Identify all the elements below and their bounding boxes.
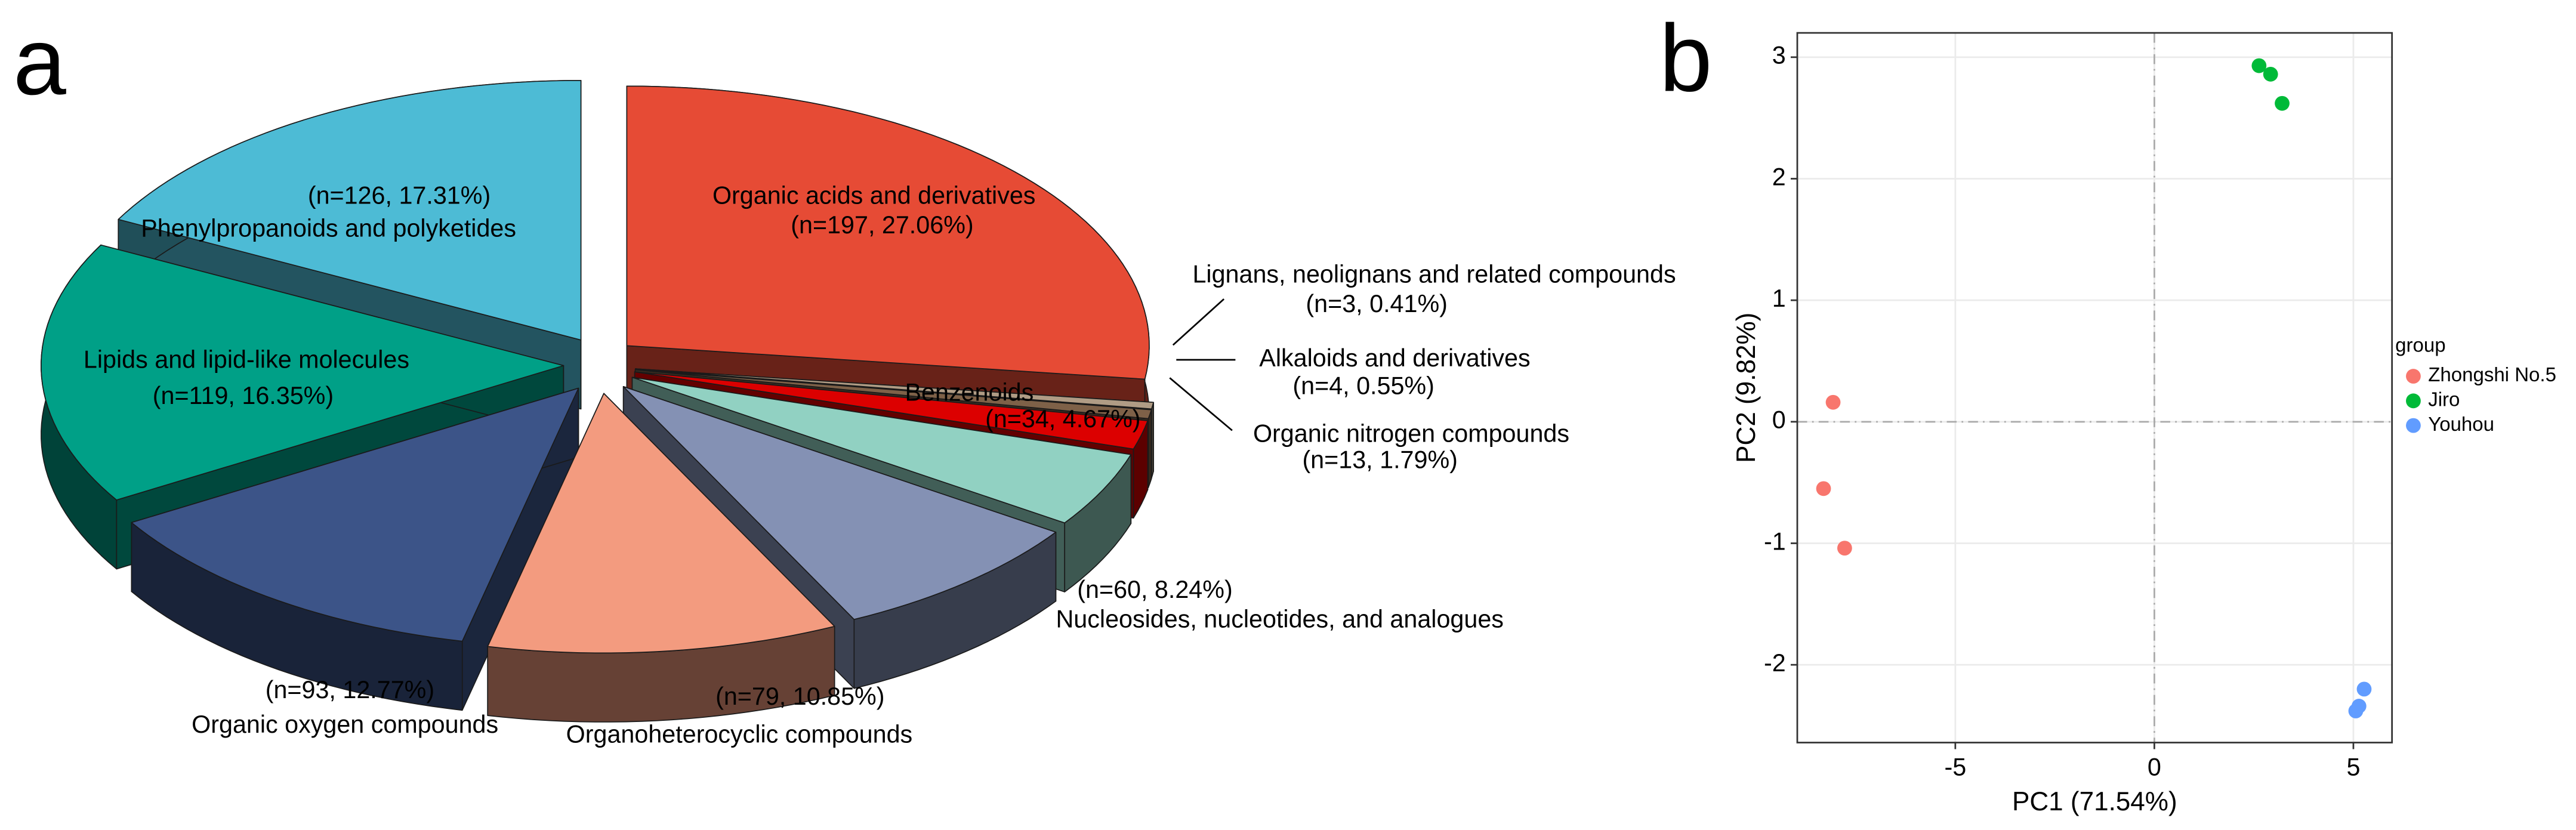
- slice-label: Organic oxygen compounds: [192, 711, 498, 738]
- y-axis-title: PC2 (9.82%): [1732, 313, 1761, 463]
- legend-label: Zhongshi No.5: [2428, 363, 2556, 385]
- panel-label: b: [1659, 4, 1713, 111]
- slice-label: Alkaloids and derivatives: [1259, 344, 1530, 372]
- slice: [631, 377, 1132, 524]
- point: [2356, 681, 2372, 697]
- legend-label: Jiro: [2428, 388, 2460, 411]
- slice-value-label: (n=34, 4.67%): [985, 405, 1140, 433]
- slice-label: Organoheterocyclic compounds: [566, 720, 913, 748]
- x-tick-label: 5: [2346, 753, 2360, 780]
- pie: [41, 79, 1154, 723]
- slice-label: Benzenoids: [905, 379, 1034, 406]
- slice-label: Organic acids and derivatives: [712, 181, 1036, 209]
- slice: [635, 368, 1154, 410]
- slice: [626, 85, 1150, 380]
- slice: [118, 79, 582, 341]
- legend-swatch: [2406, 418, 2421, 433]
- point: [2348, 704, 2364, 718]
- slice-value-label: (n=79, 10.85%): [715, 683, 884, 710]
- slice-value-label: (n=119, 16.35%): [153, 382, 334, 409]
- slice-value-label: (n=126, 17.31%): [308, 181, 490, 209]
- slice: [622, 385, 1057, 620]
- slice-value-label: (n=13, 1.79%): [1302, 446, 1457, 474]
- slice: [634, 371, 1149, 450]
- legend-title: group: [2395, 334, 2445, 356]
- point: [1837, 541, 1852, 556]
- y-tick-label: 2: [1772, 163, 1786, 190]
- y-tick-label: 1: [1772, 285, 1786, 312]
- point: [1825, 394, 1841, 410]
- leader-line: [1169, 377, 1233, 431]
- y-tick-label: 0: [1772, 406, 1786, 434]
- point: [2275, 95, 2290, 111]
- point: [2263, 66, 2278, 82]
- slice: [41, 244, 564, 501]
- slice: [487, 393, 835, 654]
- slice-side: [1147, 409, 1152, 489]
- y-tick-label: -1: [1764, 527, 1786, 555]
- slice-label: Lignans, neolignans and related compound…: [1192, 260, 1676, 288]
- plot-border: [1796, 32, 2393, 743]
- slice-label: Nucleosides, nucleotides, and analogues: [1056, 606, 1503, 633]
- legend-swatch: [2406, 393, 2421, 409]
- legend-swatch: [2406, 369, 2421, 384]
- x-tick-label: 0: [2148, 753, 2161, 780]
- x-axis-title: PC1 (71.54%): [2012, 787, 2177, 816]
- slice-label: Lipids and lipid-like molecules: [84, 346, 409, 374]
- slice-value-label: (n=4, 0.55%): [1292, 372, 1434, 400]
- legend-label: Youhou: [2428, 413, 2494, 435]
- slice: [131, 387, 579, 642]
- point: [1816, 481, 1831, 496]
- leader-lines: [1169, 298, 1236, 431]
- leader-line: [1172, 298, 1225, 346]
- plot-background: [1797, 33, 2392, 743]
- panel-label: a: [13, 8, 66, 115]
- slice-value-label: (n=3, 0.41%): [1306, 290, 1448, 317]
- slice-value-label: (n=93, 12.77%): [266, 676, 434, 704]
- x-tick-label: -5: [1944, 753, 1966, 780]
- slice-value-label: (n=197, 27.06%): [791, 211, 973, 239]
- y-tick-label: -2: [1764, 649, 1786, 677]
- point: [2251, 58, 2267, 73]
- slice: [634, 369, 1152, 419]
- slice-label: Phenylpropanoids and polyketides: [141, 214, 516, 242]
- y-tick-label: 3: [1772, 42, 1786, 69]
- scatter-plot: -5 0 5 -2 -1 0 1 2 3 PC1 (71.54%) PC2 (9.82%) group…: [1732, 32, 2556, 816]
- slice-label: Organic nitrogen compounds: [1253, 420, 1569, 448]
- slice-value-label: (n=60, 8.24%): [1077, 576, 1232, 603]
